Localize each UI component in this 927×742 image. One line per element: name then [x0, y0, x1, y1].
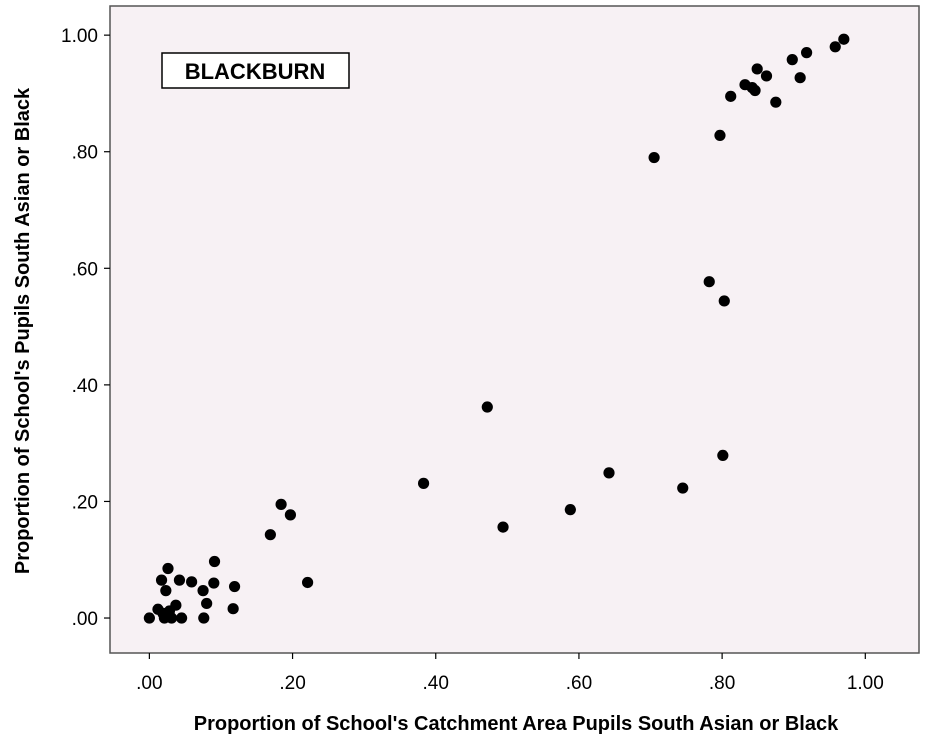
data-point [800, 47, 813, 59]
data-point [838, 33, 850, 45]
data-point [714, 129, 726, 141]
plot-area [109, 5, 920, 654]
data-point [717, 449, 729, 462]
data-point [770, 96, 782, 108]
annotation-label: BLACKBURN [185, 59, 326, 84]
data-point [173, 574, 186, 586]
data-point [162, 562, 174, 575]
data-point [228, 580, 241, 593]
data-point [751, 63, 763, 75]
y-axis-label: Proportion of School's Pupils South Asia… [12, 87, 34, 574]
data-point [155, 574, 168, 586]
y-tick-label: .00 [72, 609, 98, 630]
data-point [227, 603, 239, 615]
data-point [198, 612, 210, 624]
data-point [208, 577, 220, 589]
y-tick-label: 1.00 [61, 26, 98, 47]
data-point [170, 599, 182, 611]
data-point [275, 498, 287, 510]
data-point [160, 585, 172, 597]
y-tick-label: .80 [72, 143, 98, 164]
data-point [718, 295, 730, 307]
data-points [143, 33, 850, 624]
data-point [175, 612, 188, 624]
data-point [677, 482, 689, 494]
data-point [143, 612, 155, 624]
data-point [703, 276, 715, 288]
y-axis: .00 .20 .40 .60 .80 1.00 [61, 26, 110, 630]
data-point [603, 467, 615, 479]
y-tick-label: .40 [72, 376, 98, 397]
data-point [165, 612, 178, 624]
data-point [481, 401, 493, 413]
x-tick-label: 1.00 [847, 673, 884, 694]
x-tick-label: .00 [136, 673, 162, 694]
x-axis-label: Proportion of School's Catchment Area Pu… [194, 713, 839, 735]
annotation-box: BLACKBURN [161, 52, 350, 89]
x-tick-label: .20 [279, 673, 305, 694]
data-point [749, 84, 761, 97]
data-point [794, 72, 806, 84]
x-tick-label: .40 [423, 673, 449, 694]
data-point [186, 576, 198, 588]
data-point [301, 576, 314, 589]
data-point [417, 477, 430, 489]
data-point [284, 509, 297, 521]
x-tick-label: .80 [709, 673, 735, 694]
data-point [201, 597, 213, 610]
data-point [760, 70, 773, 82]
data-point [786, 54, 798, 66]
x-axis: .00 .20 .40 .60 .80 1.00 [136, 653, 884, 694]
data-point [648, 151, 660, 164]
data-point [208, 555, 221, 568]
data-point [829, 41, 841, 53]
y-tick-label: .20 [72, 492, 98, 513]
data-point [564, 504, 576, 516]
data-point [725, 90, 737, 102]
data-point [264, 529, 276, 541]
data-point [197, 585, 209, 597]
data-point [497, 521, 509, 533]
y-tick-label: .60 [72, 259, 98, 280]
x-tick-label: .60 [566, 673, 592, 694]
